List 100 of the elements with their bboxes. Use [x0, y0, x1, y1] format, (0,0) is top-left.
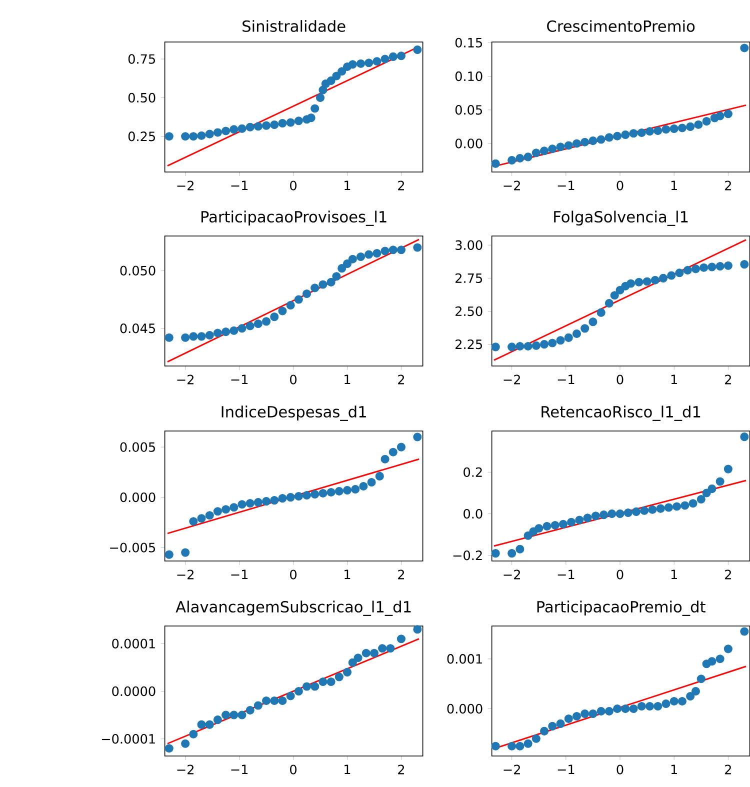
x-tick-label: 2 [724, 374, 731, 384]
point [716, 477, 724, 486]
point [516, 544, 524, 554]
point [348, 658, 357, 667]
point [364, 58, 374, 68]
x-tick-label: 0 [616, 764, 624, 774]
x-tick-label: 0 [616, 570, 624, 580]
point [180, 132, 190, 141]
x-tick-label: −2 [504, 180, 520, 190]
x-tick-label: 2 [398, 180, 404, 190]
point [189, 730, 198, 738]
x-tick-label: −1 [558, 374, 574, 384]
y-tick-label: 0.05 [455, 105, 482, 115]
point [572, 329, 581, 338]
point [662, 699, 670, 708]
point [670, 124, 678, 133]
y-tick-label: 0.000 [447, 704, 482, 714]
point [556, 719, 565, 728]
point [278, 494, 287, 503]
point [270, 120, 279, 130]
x-tick-label: 0 [290, 764, 296, 774]
point [650, 276, 660, 284]
chart-title: AlavancagemSubscricao_l1_d1 [176, 600, 411, 616]
point [246, 706, 254, 715]
point [318, 280, 328, 289]
point [645, 127, 654, 136]
point [388, 448, 398, 456]
point [262, 497, 270, 506]
point [278, 696, 287, 706]
point [694, 120, 703, 129]
point [507, 549, 516, 558]
point [294, 295, 303, 304]
point [221, 126, 230, 136]
point [691, 687, 700, 696]
point [658, 274, 668, 282]
y-tick-label: 0.050 [120, 266, 156, 276]
y-tick-label: 0.000 [120, 492, 156, 502]
point [675, 268, 684, 278]
point [230, 326, 238, 335]
point [596, 706, 606, 716]
point [213, 328, 222, 338]
chart-title: ParticipacaoProvisoes_l1 [201, 210, 386, 226]
point [588, 318, 598, 326]
point [262, 696, 270, 706]
point [583, 514, 592, 522]
point [580, 324, 590, 333]
x-tick-label: −2 [504, 570, 520, 580]
point [189, 332, 198, 341]
point [645, 702, 654, 711]
point [612, 704, 622, 714]
point [612, 132, 622, 140]
point [716, 262, 724, 271]
point [356, 252, 365, 262]
point [724, 644, 732, 654]
point [197, 514, 206, 523]
point [621, 704, 630, 714]
point [294, 116, 303, 126]
point [688, 499, 698, 508]
x-tick-label: 1 [671, 570, 677, 580]
point [230, 125, 238, 134]
point [306, 114, 316, 122]
point [342, 668, 352, 676]
point [664, 503, 673, 512]
point [180, 548, 190, 557]
chart-title: CrescimentoPremio [546, 20, 694, 32]
point [326, 76, 336, 85]
point [604, 133, 614, 142]
point [686, 122, 694, 131]
point [696, 674, 706, 684]
point [213, 716, 222, 724]
point [372, 249, 382, 258]
point [629, 704, 638, 714]
point [564, 714, 573, 723]
point [540, 340, 548, 349]
point [164, 333, 174, 342]
point [413, 45, 422, 54]
point [396, 442, 406, 452]
point [608, 510, 616, 518]
x-tick-label: 2 [724, 180, 731, 190]
point [221, 328, 230, 336]
point [337, 67, 346, 76]
x-tick-label: 1 [344, 570, 350, 580]
point [213, 507, 222, 516]
point [540, 726, 548, 736]
point [342, 486, 352, 495]
x-tick-label: −2 [177, 180, 194, 190]
point [310, 490, 320, 499]
point [580, 138, 590, 146]
point [678, 696, 686, 706]
point [656, 504, 665, 513]
y-tick-label: 2.25 [455, 339, 482, 350]
point [238, 710, 246, 720]
point [310, 104, 320, 113]
point [286, 692, 295, 700]
point [532, 734, 540, 743]
chart-title: ParticipacaoPremio_dt [537, 600, 706, 616]
point [326, 278, 336, 286]
point [575, 516, 584, 524]
point [396, 634, 406, 644]
x-tick-label: 1 [344, 764, 350, 774]
